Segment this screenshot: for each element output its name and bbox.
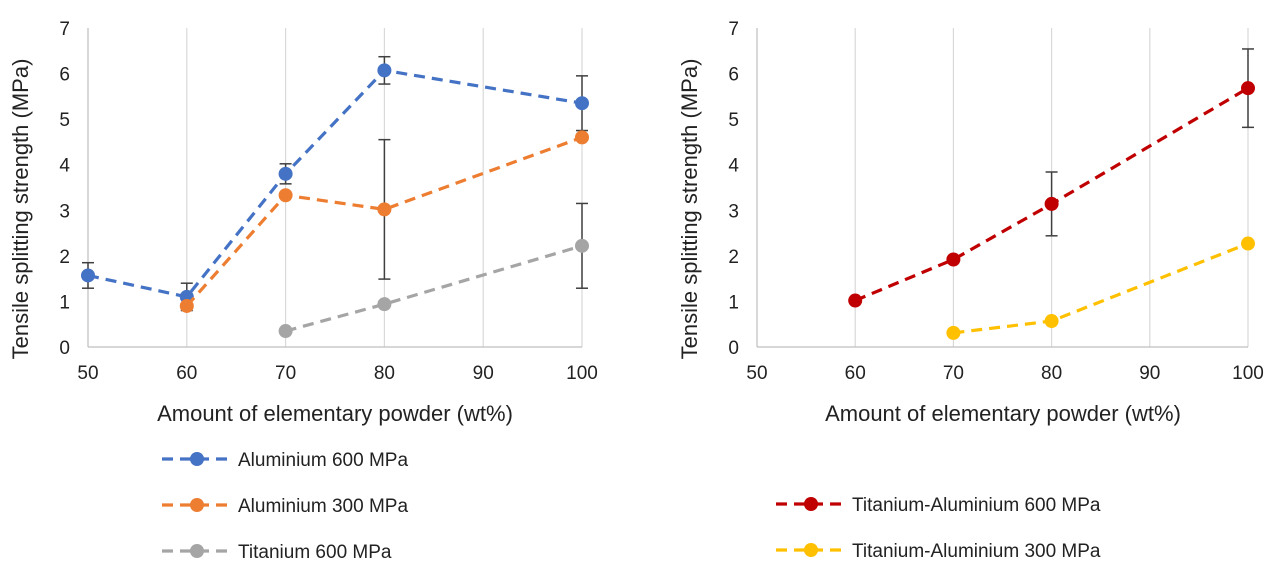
legend-entry: Aluminium 600 MPa: [162, 450, 408, 471]
data-point: [575, 239, 589, 253]
series-titanium-aluminium-300-mpa: [946, 237, 1255, 340]
y-tick-label: 0: [728, 338, 739, 359]
legend-label: Titanium-Aluminium 300 MPa: [852, 541, 1101, 562]
y-tick-label: 1: [728, 292, 739, 313]
y-tick-label: 5: [59, 110, 70, 131]
legend-entry: Titanium-Aluminium 600 MPa: [776, 495, 1101, 516]
data-point: [180, 299, 194, 313]
x-tick-label: 90: [473, 363, 494, 384]
data-point: [1045, 314, 1059, 328]
series-line: [88, 70, 582, 296]
x-tick-label: 100: [1232, 363, 1264, 384]
x-tick-label: 50: [746, 363, 767, 384]
y-tick-label: 4: [728, 156, 739, 177]
data-point: [1045, 197, 1059, 211]
y-tick-labels-right: 0 1 2 3 4 5 6 7: [728, 19, 739, 359]
y-tick-label: 3: [59, 201, 70, 222]
x-tick-label: 80: [1041, 363, 1062, 384]
y-tick-label: 0: [59, 338, 70, 359]
data-point: [575, 96, 589, 110]
x-axis-title-right: Amount of elementary powder (wt%): [825, 401, 1181, 426]
data-point: [377, 297, 391, 311]
legend-label: Aluminium 600 MPa: [238, 450, 408, 471]
x-tick-label: 70: [275, 363, 296, 384]
legend-label: Titanium-Aluminium 600 MPa: [852, 495, 1101, 516]
legend-entry: Aluminium 300 MPa: [162, 496, 408, 517]
legend-label: Aluminium 300 MPa: [238, 496, 408, 517]
y-axis-title-left: Tensile splitting strength (MPa): [8, 59, 33, 360]
data-point: [1241, 237, 1255, 251]
y-tick-label: 5: [728, 110, 739, 131]
data-point: [946, 253, 960, 267]
legend-entry: Titanium-Aluminium 300 MPa: [776, 541, 1101, 562]
x-tick-labels-right: 50 60 70 80 90 100: [746, 363, 1263, 384]
data-point: [81, 268, 95, 282]
data-point: [377, 202, 391, 216]
y-tick-label: 7: [728, 19, 739, 40]
legend-marker: [804, 497, 818, 511]
data-point: [279, 188, 293, 202]
x-tick-label: 80: [374, 363, 395, 384]
legend-marker: [190, 544, 204, 558]
y-tick-label: 7: [59, 19, 70, 40]
y-tick-label: 6: [59, 65, 70, 86]
data-point: [279, 167, 293, 181]
axes-right: [757, 28, 1248, 347]
x-tick-label: 70: [943, 363, 964, 384]
x-tick-label: 90: [1139, 363, 1160, 384]
y-tick-label: 6: [728, 65, 739, 86]
data-point: [377, 63, 391, 77]
legend-right: Titanium-Aluminium 600 MPa Titanium-Alumi…: [776, 495, 1101, 562]
legend-marker: [190, 452, 204, 466]
y-tick-label: 2: [728, 247, 739, 268]
series-line: [286, 246, 582, 331]
legend-marker: [804, 543, 818, 557]
data-point: [1241, 81, 1255, 95]
series-left: [81, 57, 589, 338]
y-tick-label: 2: [59, 247, 70, 268]
y-tick-label: 4: [59, 156, 70, 177]
y-axis-title-right: Tensile splitting strength (MPa): [677, 59, 702, 360]
y-tick-label: 1: [59, 292, 70, 313]
x-tick-label: 60: [176, 363, 197, 384]
legend-marker: [190, 498, 204, 512]
series-line: [953, 244, 1248, 333]
x-tick-label: 60: [845, 363, 866, 384]
legend-entry: Titanium 600 MPa: [162, 542, 392, 563]
legend-label: Titanium 600 MPa: [238, 542, 392, 563]
y-tick-label: 3: [728, 201, 739, 222]
x-axis-title-left: Amount of elementary powder (wt%): [157, 401, 513, 426]
data-point: [946, 326, 960, 340]
series-aluminium-600-mpa: [81, 57, 589, 311]
data-point: [575, 130, 589, 144]
data-point: [848, 294, 862, 308]
y-tick-labels-left: 0 1 2 3 4 5 6 7: [59, 19, 70, 359]
x-tick-label: 50: [77, 363, 98, 384]
x-tick-label: 100: [566, 363, 598, 384]
axes-left: [88, 28, 582, 347]
data-point: [279, 324, 293, 338]
legend-left: Aluminium 600 MPa Aluminium 300 MPa Titani…: [162, 450, 408, 563]
series-titanium-600-mpa: [279, 203, 589, 338]
x-tick-labels-left: 50 60 70 80 90 100: [77, 363, 597, 384]
chart-right: 50 60 70 80 90 100 0 1 2 3 4 5 6 7 Amount of element…: [677, 19, 1264, 562]
chart-left: 50 60 70 80 90 100 0 1 2 3 4 5 6 7 Amount of element…: [8, 19, 598, 563]
